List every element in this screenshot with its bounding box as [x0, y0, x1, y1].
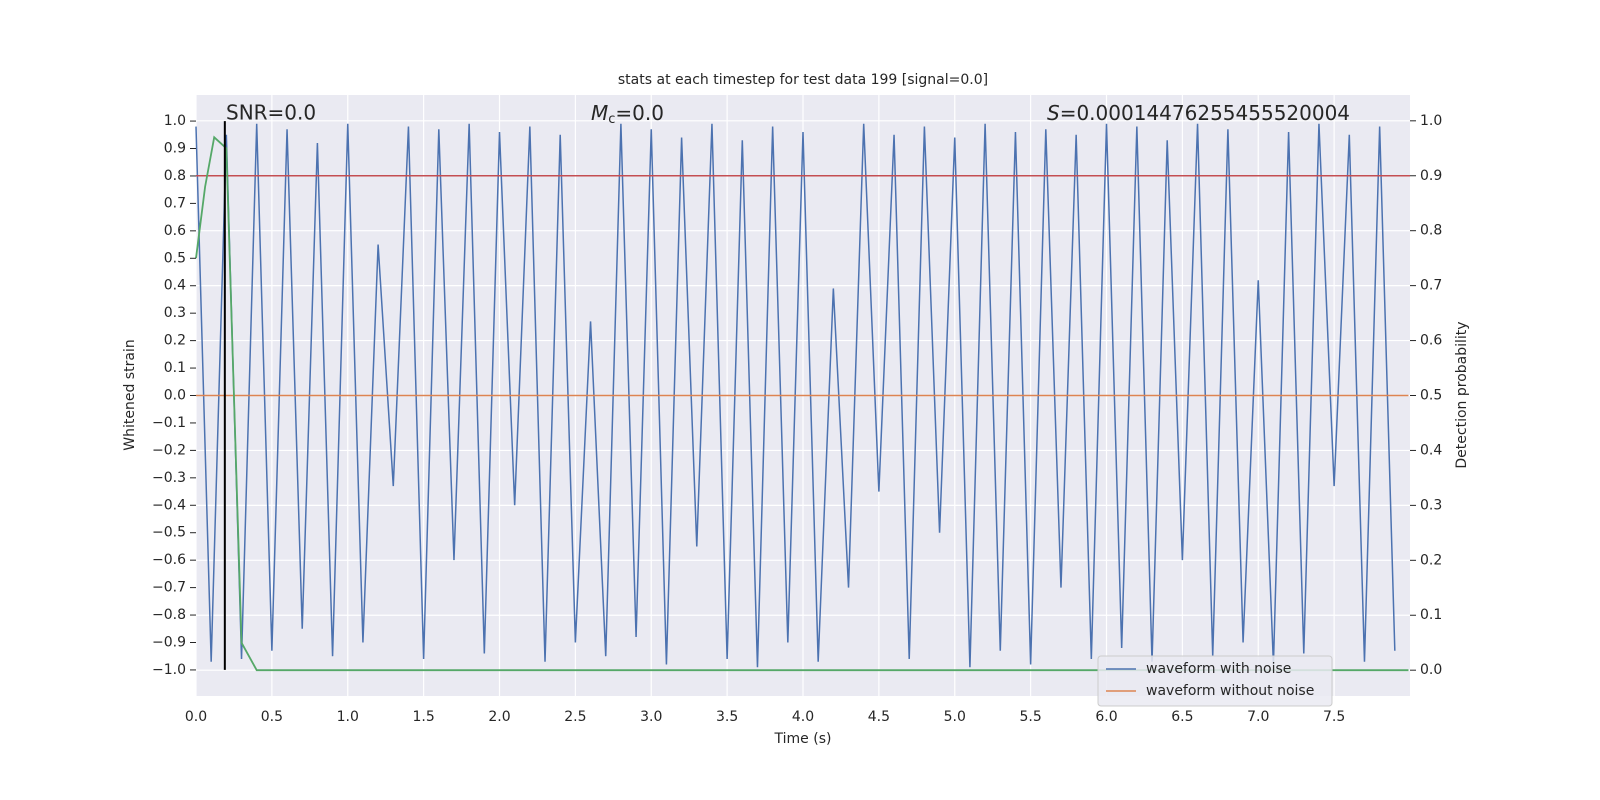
- mc-value: =0.0: [615, 101, 664, 125]
- y2-tick-label: 0.1: [1420, 607, 1442, 623]
- series-line: [195, 123, 1396, 668]
- y-tick-label: −0.9: [152, 634, 186, 650]
- y-tick-label: −0.7: [152, 580, 186, 596]
- x-tick-label: 1.0: [337, 709, 359, 725]
- x-tick-label: 6.0: [1095, 709, 1117, 725]
- y2-tick-label: 0.9: [1420, 168, 1442, 184]
- x-tick-label: 5.0: [944, 709, 966, 725]
- s-symbol: S: [1047, 101, 1060, 125]
- x-tick-label: 5.5: [1019, 709, 1041, 725]
- y-tick-label: 0.5: [164, 250, 186, 266]
- y-tick-label: −0.4: [152, 497, 186, 513]
- y2-tick-label: 0.0: [1420, 662, 1442, 678]
- y2-tick-label: 0.4: [1420, 442, 1442, 458]
- x-tick-label: 3.0: [640, 709, 662, 725]
- x-tick-label: 7.0: [1247, 709, 1269, 725]
- x-tick-label: 6.5: [1171, 709, 1193, 725]
- x-tick-label: 0.0: [185, 709, 207, 725]
- snr-annotation: SNR=0.0: [226, 101, 316, 125]
- y2-tick-label: 0.7: [1420, 278, 1442, 294]
- x-axis-label: Time (s): [774, 731, 832, 747]
- y-tick-label: 0.1: [164, 360, 186, 376]
- x-tick-label: 2.0: [488, 709, 510, 725]
- y2-tick-label: 1.0: [1420, 113, 1442, 129]
- y-axis-label: Whitened strain: [122, 339, 138, 450]
- y-tick-label: 0.4: [164, 278, 186, 294]
- x-tick-label: 3.5: [716, 709, 738, 725]
- s-value: =0.00014476255455520004: [1060, 101, 1350, 125]
- x-tick-label: 1.5: [412, 709, 434, 725]
- y2-tick-label: 0.2: [1420, 552, 1442, 568]
- mc-symbol: M: [591, 101, 608, 125]
- y-tick-label: 0.9: [164, 141, 186, 157]
- y-tick-label: 0.0: [164, 388, 186, 404]
- x-tick-label: 4.0: [792, 709, 814, 725]
- legend: waveform with noise waveform without nois…: [1097, 655, 1333, 707]
- mc-subscript: c: [608, 112, 615, 127]
- y2-tick-label: 0.6: [1420, 333, 1442, 349]
- legend-label: waveform with noise: [1146, 661, 1291, 677]
- y-tick-label: −1.0: [152, 662, 186, 678]
- x-tick-label: 0.5: [261, 709, 283, 725]
- y-tick-label: −0.6: [152, 552, 186, 568]
- x-tick-label: 2.5: [564, 709, 586, 725]
- probability-line: [195, 135, 1409, 672]
- y-tick-label: 1.0: [164, 113, 186, 129]
- y2-tick-label: 0.8: [1420, 223, 1442, 239]
- y-tick-label: 0.3: [164, 305, 186, 321]
- legend-label: waveform without noise: [1146, 683, 1314, 699]
- y-tick-label: −0.8: [152, 607, 186, 623]
- y2-tick-label: 0.3: [1420, 497, 1442, 513]
- y-tick-label: −0.1: [152, 415, 186, 431]
- y-tick-label: −0.5: [152, 525, 186, 541]
- y2-tick-label: 0.5: [1420, 388, 1442, 404]
- y-tick-label: 0.6: [164, 223, 186, 239]
- y2-axis-label: Detection probability: [1454, 321, 1470, 468]
- x-tick-label: 4.5: [868, 709, 890, 725]
- y-tick-label: 0.8: [164, 168, 186, 184]
- marks: [195, 121, 1410, 672]
- y-tick-label: −0.3: [152, 470, 186, 486]
- legend-box: [1097, 655, 1333, 707]
- y-tick-label: −0.2: [152, 442, 186, 458]
- chart-title: stats at each timestep for test data 199…: [618, 72, 988, 88]
- mc-annotation: Mc=0.0: [591, 101, 664, 127]
- y-tick-label: 0.7: [164, 195, 186, 211]
- y-tick-label: 0.2: [164, 333, 186, 349]
- s-annotation: S=0.00014476255455520004: [1047, 101, 1350, 125]
- x-tick-label: 7.5: [1323, 709, 1345, 725]
